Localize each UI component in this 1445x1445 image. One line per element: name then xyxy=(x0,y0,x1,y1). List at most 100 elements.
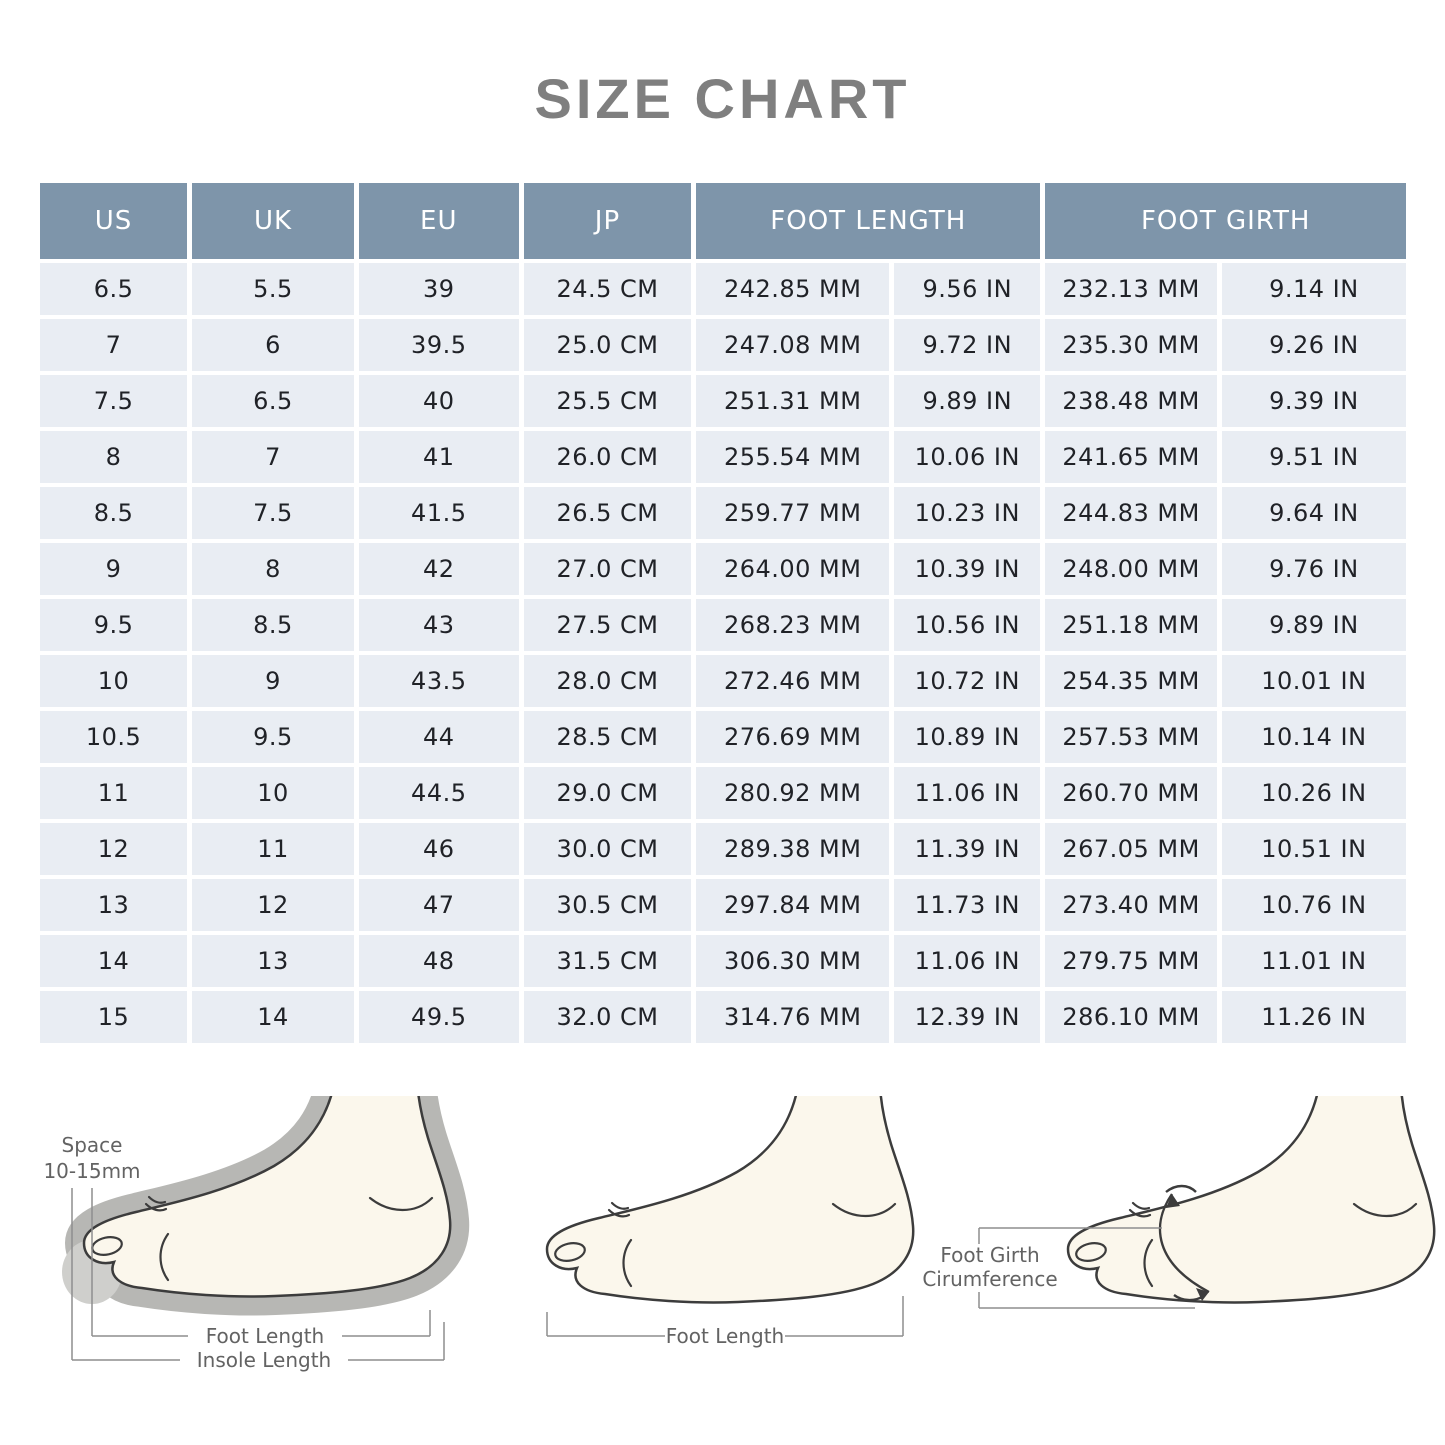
arrow-down-icon xyxy=(1196,1288,1209,1301)
cell-foot-length-mm-row1: 242.85 MM xyxy=(696,263,890,315)
cell-foot-length-mm-row2: 247.08 MM xyxy=(696,319,890,371)
shoe-fit-diagram: Space 10-15mm Foot Length Insole Length xyxy=(43,1096,490,1372)
cell-eu-row10: 44.5 xyxy=(358,767,519,819)
cell-jp-row8: 28.0 CM xyxy=(523,655,692,707)
cell-foot-girth-in-row6: 9.76 IN xyxy=(1221,543,1406,595)
foot-length-label: Foot Length xyxy=(206,1324,324,1348)
header-foot-girth: FOOT GIRTH xyxy=(1045,183,1406,259)
cell-eu-row7: 43 xyxy=(358,599,519,651)
cell-jp-row11: 30.0 CM xyxy=(523,823,692,875)
cell-uk-row11: 11 xyxy=(192,823,354,875)
cell-foot-length-mm-row14: 314.76 MM xyxy=(696,991,890,1043)
cell-foot-length-in-row2: 9.72 IN xyxy=(894,319,1041,371)
cell-foot-length-in-row9: 10.89 IN xyxy=(894,711,1041,763)
cell-us-row1: 6.5 xyxy=(40,263,188,315)
cell-foot-girth-in-row9: 10.14 IN xyxy=(1221,711,1406,763)
cell-foot-girth-in-row12: 10.76 IN xyxy=(1221,879,1406,931)
measurement-lines xyxy=(546,1296,904,1337)
cell-us-row11: 12 xyxy=(40,823,188,875)
cell-eu-row12: 47 xyxy=(358,879,519,931)
cell-uk-row2: 6 xyxy=(192,319,354,371)
cell-us-row8: 10 xyxy=(40,655,188,707)
cell-foot-girth-in-row3: 9.39 IN xyxy=(1221,375,1406,427)
cell-foot-length-in-row10: 11.06 IN xyxy=(894,767,1041,819)
cell-foot-girth-in-row8: 10.01 IN xyxy=(1221,655,1406,707)
cell-foot-length-in-row11: 11.39 IN xyxy=(894,823,1041,875)
cell-us-row5: 8.5 xyxy=(40,487,188,539)
measurement-lines xyxy=(71,1188,445,1361)
cell-eu-row2: 39.5 xyxy=(358,319,519,371)
cell-foot-girth-mm-row13: 279.75 MM xyxy=(1045,935,1217,987)
cell-us-row12: 13 xyxy=(40,879,188,931)
cell-foot-girth-mm-row3: 238.48 MM xyxy=(1045,375,1217,427)
cell-uk-row10: 10 xyxy=(192,767,354,819)
cell-foot-girth-mm-row12: 273.40 MM xyxy=(1045,879,1217,931)
cell-foot-length-mm-row10: 280.92 MM xyxy=(696,767,890,819)
header-foot-length: FOOT LENGTH xyxy=(696,183,1041,259)
cell-uk-row9: 9.5 xyxy=(192,711,354,763)
cell-foot-length-in-row13: 11.06 IN xyxy=(894,935,1041,987)
cell-foot-length-in-row3: 9.89 IN xyxy=(894,375,1041,427)
cell-jp-row14: 32.0 CM xyxy=(523,991,692,1043)
cell-foot-girth-in-row10: 10.26 IN xyxy=(1221,767,1406,819)
cell-jp-row13: 31.5 CM xyxy=(523,935,692,987)
cell-uk-row5: 7.5 xyxy=(192,487,354,539)
cell-jp-row10: 29.0 CM xyxy=(523,767,692,819)
foot-girth-label-line1: Foot Girth xyxy=(940,1243,1039,1267)
cell-foot-length-in-row1: 9.56 IN xyxy=(894,263,1041,315)
cell-foot-length-mm-row9: 276.69 MM xyxy=(696,711,890,763)
space-label-line2: 10-15mm xyxy=(43,1159,140,1183)
cell-foot-girth-mm-row2: 235.30 MM xyxy=(1045,319,1217,371)
foot-illustration xyxy=(545,1096,915,1304)
header-jp: JP xyxy=(523,183,692,259)
cell-foot-girth-in-row2: 9.26 IN xyxy=(1221,319,1406,371)
cell-foot-girth-in-row1: 9.14 IN xyxy=(1221,263,1406,315)
cell-eu-row5: 41.5 xyxy=(358,487,519,539)
cell-eu-row9: 44 xyxy=(358,711,519,763)
cell-foot-girth-mm-row10: 260.70 MM xyxy=(1045,767,1217,819)
arrow-up-icon xyxy=(1166,1194,1180,1208)
cell-us-row14: 15 xyxy=(40,991,188,1043)
cell-foot-girth-in-row5: 9.64 IN xyxy=(1221,487,1406,539)
cell-foot-girth-in-row14: 11.26 IN xyxy=(1221,991,1406,1043)
cell-us-row9: 10.5 xyxy=(40,711,188,763)
foot-illustration xyxy=(1066,1096,1436,1304)
cell-foot-length-mm-row12: 297.84 MM xyxy=(696,879,890,931)
cell-foot-length-in-row5: 10.23 IN xyxy=(894,487,1041,539)
foot-girth-diagram: Foot Girth Cirumference xyxy=(922,1096,1436,1309)
cell-foot-girth-in-row11: 10.51 IN xyxy=(1221,823,1406,875)
cell-foot-length-in-row14: 12.39 IN xyxy=(894,991,1041,1043)
measurement-lines xyxy=(978,1227,1195,1309)
cell-uk-row6: 8 xyxy=(192,543,354,595)
cell-foot-length-in-row6: 10.39 IN xyxy=(894,543,1041,595)
cell-us-row7: 9.5 xyxy=(40,599,188,651)
cell-uk-row8: 9 xyxy=(192,655,354,707)
cell-jp-row6: 27.0 CM xyxy=(523,543,692,595)
cell-foot-length-mm-row8: 272.46 MM xyxy=(696,655,890,707)
cell-foot-girth-mm-row14: 286.10 MM xyxy=(1045,991,1217,1043)
cell-us-row4: 8 xyxy=(40,431,188,483)
cell-us-row2: 7 xyxy=(40,319,188,371)
cell-foot-length-mm-row7: 268.23 MM xyxy=(696,599,890,651)
cell-uk-row13: 13 xyxy=(192,935,354,987)
cell-uk-row3: 6.5 xyxy=(192,375,354,427)
foot-girth-label-line2: Cirumference xyxy=(922,1267,1057,1291)
cell-foot-length-mm-row11: 289.38 MM xyxy=(696,823,890,875)
cell-uk-row4: 7 xyxy=(192,431,354,483)
cell-uk-row1: 5.5 xyxy=(192,263,354,315)
page-title: SIZE CHART xyxy=(534,67,911,130)
header-uk: UK xyxy=(192,183,354,259)
cell-foot-girth-mm-row1: 232.13 MM xyxy=(1045,263,1217,315)
cell-uk-row7: 8.5 xyxy=(192,599,354,651)
cell-foot-length-in-row8: 10.72 IN xyxy=(894,655,1041,707)
cell-uk-row12: 12 xyxy=(192,879,354,931)
girth-tape xyxy=(1158,1184,1210,1302)
cell-jp-row1: 24.5 CM xyxy=(523,263,692,315)
cell-foot-girth-in-row4: 9.51 IN xyxy=(1221,431,1406,483)
cell-jp-row2: 25.0 CM xyxy=(523,319,692,371)
foot-length-diagram: Foot Length xyxy=(545,1096,915,1348)
cell-eu-row3: 40 xyxy=(358,375,519,427)
insole-length-label: Insole Length xyxy=(197,1348,331,1372)
cell-foot-girth-mm-row8: 254.35 MM xyxy=(1045,655,1217,707)
